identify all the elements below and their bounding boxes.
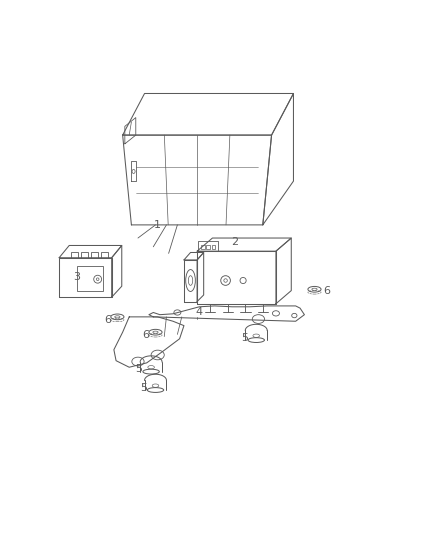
Text: 3: 3 <box>73 272 80 282</box>
Text: 6: 6 <box>104 315 111 325</box>
Text: 6: 6 <box>323 286 330 296</box>
Text: 5: 5 <box>241 333 248 343</box>
Text: 6: 6 <box>142 330 149 340</box>
Text: 5: 5 <box>140 383 147 393</box>
Text: 2: 2 <box>231 237 238 247</box>
Text: 1: 1 <box>154 220 161 230</box>
Text: 5: 5 <box>135 365 142 374</box>
Text: 4: 4 <box>196 306 203 317</box>
